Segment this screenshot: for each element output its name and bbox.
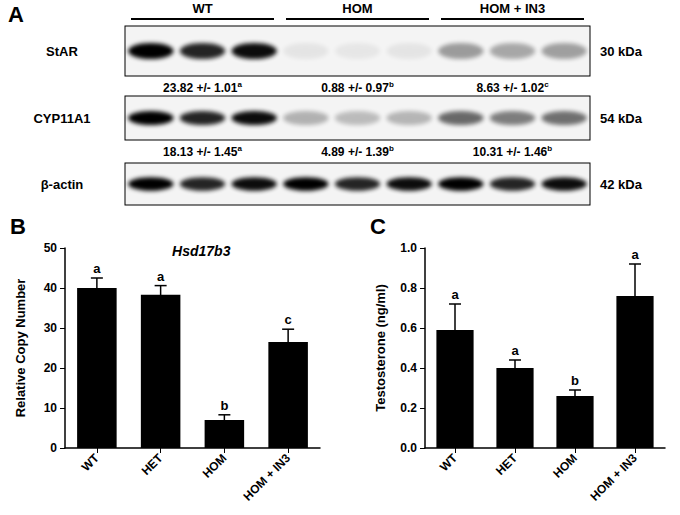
svg-text:40: 40 bbox=[44, 281, 58, 295]
svg-text:30: 30 bbox=[44, 321, 58, 335]
svg-text:8.63 +/- 1.02c: 8.63 +/- 1.02c bbox=[476, 80, 549, 95]
svg-text:10: 10 bbox=[44, 401, 58, 415]
svg-text:B: B bbox=[10, 214, 26, 239]
svg-text:HOM: HOM bbox=[342, 1, 372, 16]
svg-text:HOM + IN3: HOM + IN3 bbox=[480, 1, 545, 16]
svg-text:Relative Copy Number: Relative Copy Number bbox=[13, 279, 28, 418]
svg-text:42 kDa: 42 kDa bbox=[600, 177, 643, 192]
svg-text:0.2: 0.2 bbox=[400, 401, 417, 415]
svg-text:WT: WT bbox=[192, 1, 212, 16]
svg-text:HOM + IN3: HOM + IN3 bbox=[241, 451, 294, 504]
svg-text:HOM: HOM bbox=[200, 451, 230, 481]
svg-text:a: a bbox=[451, 287, 459, 302]
svg-text:10.31 +/- 1.46b: 10.31 +/- 1.46b bbox=[473, 144, 552, 159]
svg-text:CYP11A1: CYP11A1 bbox=[33, 111, 90, 126]
svg-text:a: a bbox=[511, 343, 519, 358]
svg-text:Testosterone (ng/ml): Testosterone (ng/ml) bbox=[373, 284, 388, 412]
svg-text:β-actin: β-actin bbox=[41, 177, 84, 192]
svg-text:HET: HET bbox=[493, 451, 520, 478]
svg-text:A: A bbox=[8, 2, 24, 27]
svg-text:1.0: 1.0 bbox=[400, 241, 417, 255]
svg-text:WT: WT bbox=[79, 451, 103, 475]
svg-text:a: a bbox=[93, 261, 101, 276]
svg-text:23.82 +/- 1.01a: 23.82 +/- 1.01a bbox=[163, 80, 242, 95]
svg-text:HET: HET bbox=[139, 451, 166, 478]
svg-text:HOM + IN3: HOM + IN3 bbox=[587, 451, 640, 504]
svg-text:b: b bbox=[220, 398, 228, 413]
svg-text:18.13 +/- 1.45a: 18.13 +/- 1.45a bbox=[163, 144, 242, 159]
svg-text:50: 50 bbox=[44, 241, 58, 255]
svg-text:0.88 +/- 0.97b: 0.88 +/- 0.97b bbox=[321, 80, 394, 95]
svg-text:b: b bbox=[571, 373, 579, 388]
svg-text:54 kDa: 54 kDa bbox=[600, 111, 643, 126]
svg-text:a: a bbox=[157, 269, 165, 284]
svg-text:StAR: StAR bbox=[46, 44, 78, 59]
svg-text:20: 20 bbox=[44, 361, 58, 375]
svg-text:c: c bbox=[285, 312, 292, 327]
svg-text:a: a bbox=[631, 247, 639, 262]
svg-text:Hsd17b3: Hsd17b3 bbox=[172, 243, 231, 259]
svg-text:4.89 +/- 1.39b: 4.89 +/- 1.39b bbox=[321, 144, 394, 159]
svg-text:0.0: 0.0 bbox=[400, 441, 417, 455]
svg-text:WT: WT bbox=[437, 451, 461, 475]
svg-text:HOM: HOM bbox=[550, 451, 580, 481]
svg-text:30 kDa: 30 kDa bbox=[600, 44, 643, 59]
svg-text:0.6: 0.6 bbox=[400, 321, 417, 335]
svg-text:0.8: 0.8 bbox=[400, 281, 417, 295]
svg-text:0.4: 0.4 bbox=[400, 361, 417, 375]
svg-text:C: C bbox=[370, 214, 386, 239]
svg-text:0: 0 bbox=[50, 441, 57, 455]
